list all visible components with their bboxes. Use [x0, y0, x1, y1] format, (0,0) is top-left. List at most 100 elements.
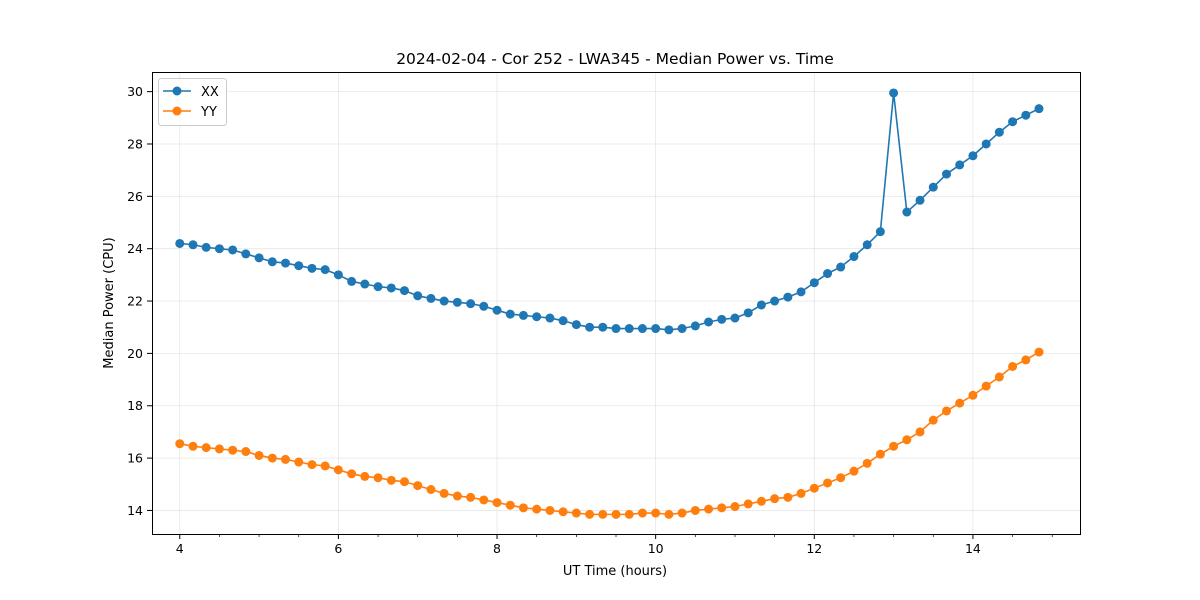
series-yy-point: [968, 390, 978, 400]
series-yy-point: [492, 498, 502, 508]
series-yy-point: [333, 465, 343, 475]
series-yy-point: [294, 457, 304, 467]
y-tick-label: 22: [127, 294, 143, 309]
series-yy-point: [743, 499, 753, 509]
series-yy-point: [413, 481, 423, 491]
series-yy-point: [690, 505, 700, 515]
series-xx-point: [426, 293, 436, 303]
x-tick-label: 4: [176, 541, 184, 556]
series-yy-point: [624, 509, 634, 519]
series-yy-point: [426, 485, 436, 494]
series-xx-point: [730, 313, 740, 323]
plot-frame: [152, 72, 1081, 535]
series-yy-point: [598, 509, 608, 519]
series-xx-point: [849, 252, 859, 262]
x-axis-label: UT Time (hours): [563, 564, 667, 579]
series-xx-point: [862, 240, 872, 250]
series-xx-point: [505, 309, 515, 319]
series-yy-point: [228, 445, 238, 455]
series-yy-point: [677, 508, 687, 518]
series-xx-point: [347, 276, 357, 286]
series-yy-point: [188, 441, 198, 451]
series-yy-point: [175, 439, 185, 449]
series-xx-point: [241, 249, 251, 259]
series-yy-point: [241, 447, 251, 457]
series-xx-point: [413, 291, 423, 301]
series-xx-point: [386, 283, 396, 293]
series-xx-point: [439, 296, 449, 306]
series-yy-point: [360, 471, 370, 481]
x-tick-label: 8: [493, 541, 501, 556]
series-yy-point: [439, 488, 449, 498]
series-xx-point: [664, 325, 674, 335]
y-tick-label: 30: [127, 84, 143, 99]
series: [175, 88, 1044, 519]
series-yy-point: [651, 508, 661, 518]
series-yy-point: [201, 443, 211, 453]
series-xx-point: [373, 282, 383, 292]
series-xx-point: [518, 310, 528, 320]
series-yy-point: [505, 500, 515, 510]
series-yy-point: [955, 398, 965, 408]
series-yy-point: [254, 450, 264, 460]
series-xx-point: [928, 182, 938, 192]
series-xx-point: [320, 265, 330, 275]
series-xx-point: [902, 207, 912, 217]
y-tick-label: 18: [127, 398, 143, 413]
series-yy-point: [889, 441, 899, 451]
series-xx-point: [743, 308, 753, 318]
series-xx-point: [254, 253, 264, 263]
series-yy-point: [280, 454, 290, 464]
series-xx-point: [571, 320, 581, 330]
series-yy-point: [399, 477, 409, 487]
series-xx-point: [823, 269, 833, 279]
legend: XX YY: [158, 78, 227, 126]
series-yy-point: [518, 503, 528, 513]
chart-title: 2024-02-04 - Cor 252 - LWA345 - Median P…: [396, 50, 834, 68]
series-xx-point: [188, 240, 198, 250]
series-xx-point: [479, 301, 489, 311]
series-yy-point: [730, 502, 740, 512]
series-xx-point: [1008, 117, 1018, 127]
x-tick-label: 12: [806, 541, 822, 556]
series-yy-point: [1034, 347, 1044, 357]
grid: [152, 72, 1080, 534]
legend-xx-marker: [172, 86, 182, 96]
series-xx-point: [624, 324, 634, 334]
series-yy-point: [452, 491, 462, 501]
series-yy-point: [545, 505, 555, 515]
series-xx-point: [598, 322, 608, 332]
series-yy-point: [928, 415, 938, 425]
series-xx-point: [889, 88, 899, 98]
series-yy-point: [994, 372, 1004, 382]
series-yy-point: [915, 427, 925, 437]
series-yy-point: [1008, 361, 1018, 371]
series-xx-point: [280, 258, 290, 268]
series-yy-point: [479, 495, 489, 505]
series-yy-point: [320, 461, 330, 471]
series-yy-point: [981, 381, 991, 391]
series-yy-point: [386, 475, 396, 485]
series-xx-point: [294, 261, 304, 271]
series-xx-point: [175, 238, 185, 248]
y-tick-label: 26: [127, 189, 143, 204]
series-yy-point: [942, 406, 952, 416]
series-yy-point: [532, 504, 542, 514]
x-tick-label: 10: [648, 541, 664, 556]
series-xx-point: [307, 263, 317, 273]
series-yy-point: [637, 508, 647, 518]
series-yy-point: [902, 435, 912, 445]
x-tick-label: 14: [965, 541, 981, 556]
series-yy-point: [585, 509, 595, 519]
series-yy-point: [796, 488, 806, 498]
axis-ticks: 4 6 8 10 12 14 14 16 18 20 22 24 26 28 30: [127, 84, 1053, 556]
series-xx-point: [228, 245, 238, 255]
series-yy-point: [704, 504, 714, 514]
series-xx-point: [651, 324, 661, 334]
series-xx-point: [360, 279, 370, 289]
y-tick-label: 20: [127, 346, 143, 361]
series-xx-point: [942, 169, 952, 179]
series-xx-point: [492, 305, 502, 315]
y-axis-label: Median Power (CPU): [102, 237, 117, 368]
series-yy-point: [373, 473, 383, 483]
